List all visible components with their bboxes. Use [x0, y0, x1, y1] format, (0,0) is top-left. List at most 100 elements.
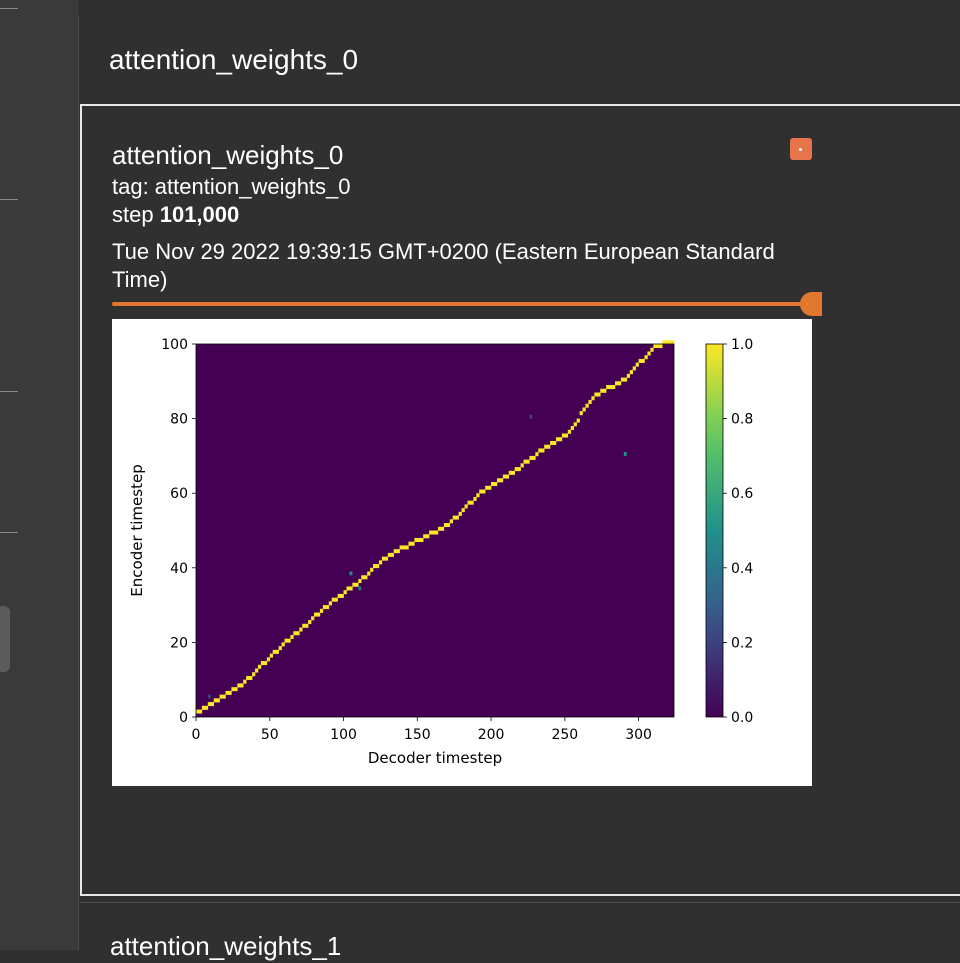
heatmap-cell	[213, 698, 217, 703]
heatmap-cell	[334, 597, 338, 602]
heatmap-cell	[319, 608, 324, 613]
heatmap-cell	[255, 668, 259, 673]
heatmap-cell	[198, 709, 203, 714]
heatmap-cell	[585, 403, 589, 408]
heatmap-cell	[597, 392, 601, 397]
heatmap-cell	[491, 482, 495, 487]
heatmap-cell	[671, 340, 675, 345]
heatmap-cell	[328, 601, 333, 606]
heatmap-cell	[485, 485, 489, 490]
y-tick-label: 0	[179, 710, 188, 726]
sidebar-divider	[0, 532, 18, 533]
heatmap-cell	[196, 709, 200, 714]
heatmap-cell	[523, 459, 527, 464]
heatmap-cell	[650, 347, 654, 352]
heatmap-cell	[243, 679, 247, 684]
colorbar-tick-label: 1.0	[731, 337, 753, 353]
heatmap-cell	[567, 429, 572, 434]
group-header[interactable]: attention_weights_0	[79, 16, 960, 104]
heatmap-cell	[582, 407, 586, 412]
heatmap-cell	[532, 455, 536, 460]
heatmap-cell	[207, 702, 212, 707]
heatmap-cell	[553, 440, 557, 446]
y-tick-label: 20	[170, 635, 188, 651]
next-card-title: attention_weights_1	[110, 931, 342, 961]
heatmap-cell	[665, 340, 669, 345]
colorbar-tick-label: 0.0	[731, 710, 753, 726]
heatmap-cell	[417, 537, 421, 542]
heatmap-cell	[402, 545, 406, 550]
heatmap-cell	[455, 515, 459, 520]
heatmap-cell	[446, 523, 451, 528]
sidebar-divider	[0, 391, 18, 392]
heatmap-cell	[240, 683, 244, 688]
sidebar-divider	[0, 199, 18, 200]
card-title: attention_weights_0	[112, 140, 344, 170]
step-slider-track[interactable]	[112, 302, 808, 306]
heatmap-cell	[373, 564, 377, 569]
heatmap-cell	[210, 702, 215, 707]
heatmap-cell	[517, 467, 521, 472]
heatmap-cell	[570, 426, 574, 431]
x-tick-label: 100	[330, 727, 357, 743]
heatmap-cell	[237, 683, 241, 688]
heatmap-cell	[623, 452, 627, 456]
heatmap-cell	[476, 493, 480, 498]
heatmap-cell	[405, 545, 409, 550]
expand-button[interactable]	[790, 138, 812, 160]
heatmap-cell	[470, 500, 474, 505]
heatmap-cell	[381, 556, 386, 561]
heatmap-cell	[494, 482, 498, 487]
heatmap-cell	[614, 381, 619, 386]
heatmap-cell	[629, 370, 633, 375]
scrollbar-thumb[interactable]	[0, 606, 10, 672]
colorbar-tick-label: 0.6	[731, 486, 753, 502]
heatmap-cell	[293, 631, 297, 636]
heatmap-cell	[296, 631, 300, 636]
colorbar-tick-label: 0.8	[731, 412, 753, 428]
heatmap-cell	[355, 582, 359, 587]
heatmap-cell	[561, 433, 566, 438]
heatmap-cell	[207, 694, 211, 699]
heatmap-cell	[499, 478, 504, 483]
heatmap-cell	[659, 344, 663, 349]
heatmap-cell	[535, 452, 539, 457]
heatmap-cell	[576, 418, 580, 423]
heatmap-cell	[225, 690, 229, 695]
heatmap-cell	[219, 694, 223, 699]
heatmap-cell	[414, 537, 418, 542]
heatmap-cell	[488, 485, 492, 490]
heatmap-cell	[573, 422, 577, 427]
heatmap-cell	[432, 530, 436, 535]
heatmap-cell	[591, 396, 595, 401]
x-tick-label: 0	[192, 727, 201, 743]
heatmap-cell	[482, 489, 486, 494]
heatmap-cell	[603, 388, 607, 393]
heatmap-cell	[399, 545, 403, 550]
heatmap-cell	[473, 496, 477, 501]
heatmap-cell	[420, 537, 424, 542]
heatmap-cell	[349, 586, 353, 591]
colorbar	[705, 343, 724, 718]
heatmap-cell	[435, 530, 439, 535]
heatmap-cell	[656, 344, 660, 349]
heatmap-cell	[272, 649, 276, 654]
heatmap-cell	[662, 340, 666, 345]
step-value: 101,000	[159, 202, 240, 227]
heatmap-cell	[343, 590, 347, 595]
heatmap-cell	[443, 523, 448, 528]
heatmap-cell	[349, 571, 353, 576]
heatmap-cell	[437, 526, 442, 531]
step-slider-thumb[interactable]	[800, 292, 822, 316]
heatmap-cell	[588, 399, 592, 404]
heatmap-cell	[257, 664, 262, 669]
heatmap-cell	[467, 500, 471, 505]
heatmap-cell	[370, 567, 374, 572]
heatmap-cell	[316, 612, 321, 617]
heatmap-cell	[305, 623, 309, 628]
heatmap-cell	[249, 675, 253, 680]
y-tick-label: 80	[170, 412, 188, 428]
heatmap-cell	[322, 605, 327, 610]
heatmap-cell	[260, 661, 265, 666]
heatmap-cell	[558, 437, 563, 442]
